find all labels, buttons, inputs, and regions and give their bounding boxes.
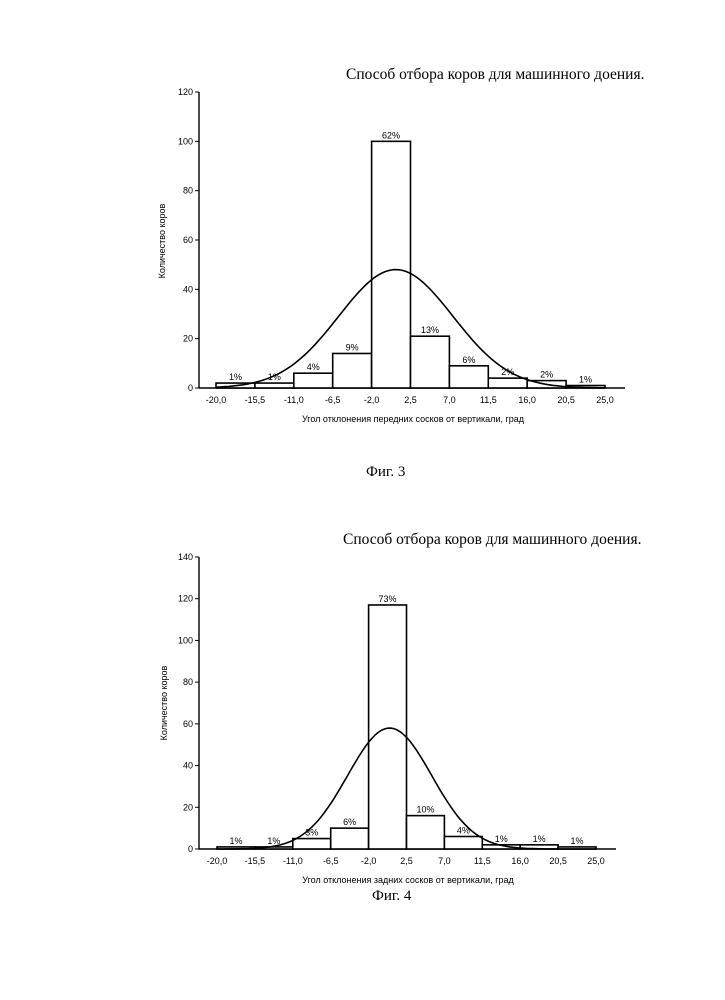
bar-percent-label: 2% [540, 370, 553, 380]
bar-percent-label: 6% [462, 355, 475, 365]
y-axis-title: Количество коров [157, 203, 167, 278]
bar-percent-label: 3% [305, 828, 318, 838]
x-tick-label: 25,0 [596, 395, 614, 405]
y-tick-label: 40 [183, 761, 193, 771]
x-tick-label: 20,5 [557, 395, 575, 405]
y-tick-label: 100 [178, 635, 193, 645]
x-tick-label: 7,0 [443, 395, 456, 405]
histogram-chart-rear-teats: 0204060801001201401%1%3%6%73%10%4%1%1%1%… [159, 552, 616, 885]
histogram-bar [293, 839, 331, 849]
x-tick-label: 16,0 [518, 395, 536, 405]
x-tick-label: -6,5 [325, 395, 341, 405]
bar-percent-label: 1% [533, 834, 546, 844]
x-tick-label: -11,0 [283, 856, 303, 866]
y-tick-label: 120 [178, 87, 193, 97]
y-tick-label: 100 [178, 136, 193, 146]
histogram-bar [444, 836, 482, 849]
x-axis-title: Угол отклонения передних сосков от верти… [302, 414, 525, 424]
histogram-chart-front-teats: 0204060801001201%1%4%9%62%13%6%2%2%1%-20… [157, 87, 625, 424]
x-axis-title: Угол отклонения задних сосков от вертика… [302, 875, 514, 885]
x-tick-label: 16,0 [511, 856, 529, 866]
y-tick-label: 80 [183, 186, 193, 196]
bar-percent-label: 1% [571, 836, 584, 846]
y-tick-label: 120 [178, 594, 193, 604]
histogram-bar [333, 353, 372, 388]
y-tick-label: 20 [183, 334, 193, 344]
y-tick-label: 20 [183, 802, 193, 812]
bar-percent-label: 4% [307, 362, 320, 372]
histogram-bar [294, 373, 333, 388]
x-tick-label: -2,0 [364, 395, 380, 405]
x-tick-label: 11,5 [480, 395, 497, 405]
y-tick-label: 140 [178, 552, 193, 562]
y-tick-label: 60 [183, 235, 193, 245]
x-tick-label: 25,0 [587, 856, 605, 866]
histogram-bar [411, 336, 450, 388]
bar-percent-label: 1% [229, 372, 242, 382]
x-tick-label: 7,0 [438, 856, 451, 866]
x-tick-label: -2,0 [361, 856, 377, 866]
histogram-bar [255, 383, 294, 388]
y-tick-label: 80 [183, 677, 193, 687]
bar-percent-label: 9% [346, 342, 359, 352]
histogram-bar [488, 378, 527, 388]
bar-percent-label: 62% [382, 130, 400, 140]
x-tick-label: -20,0 [206, 395, 227, 405]
y-tick-label: 0 [188, 844, 193, 854]
bar-percent-label: 1% [267, 836, 280, 846]
x-tick-label: 2,5 [400, 856, 413, 866]
x-tick-label: 2,5 [404, 395, 417, 405]
bar-percent-label: 10% [416, 805, 434, 815]
x-tick-label: -11,0 [284, 395, 304, 405]
histogram-bar [372, 141, 411, 388]
x-tick-label: -6,5 [323, 856, 339, 866]
bar-percent-label: 1% [579, 375, 592, 385]
x-tick-label: -15,5 [245, 856, 266, 866]
x-tick-label: 20,5 [549, 856, 567, 866]
bar-percent-label: 1% [495, 834, 508, 844]
y-axis-title: Количество коров [159, 665, 169, 740]
y-tick-label: 60 [183, 719, 193, 729]
y-tick-label: 40 [183, 284, 193, 294]
histogram-bar [407, 816, 445, 849]
bar-percent-label: 73% [379, 594, 397, 604]
bar-percent-label: 6% [343, 817, 356, 827]
x-tick-label: -15,5 [245, 395, 266, 405]
y-tick-label: 0 [188, 383, 193, 393]
bar-percent-label: 13% [421, 325, 439, 335]
x-tick-label: -20,0 [207, 856, 228, 866]
histogram-bar [369, 605, 407, 849]
histogram-bar [331, 828, 369, 849]
histogram-bar [449, 366, 488, 388]
x-tick-label: 11,5 [474, 856, 491, 866]
bar-percent-label: 1% [229, 836, 242, 846]
